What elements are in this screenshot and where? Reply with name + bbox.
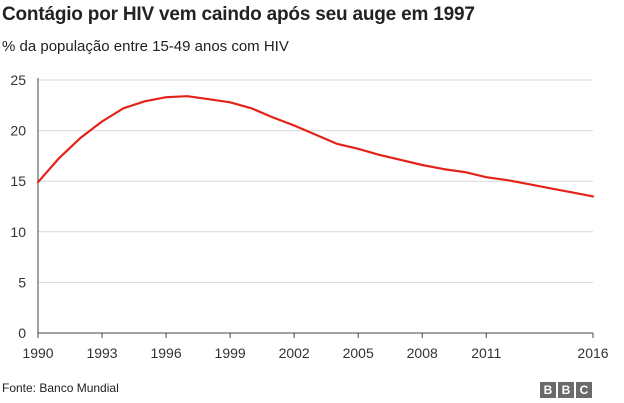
- bbc-logo: B B C: [540, 382, 592, 398]
- x-tick-label: 2008: [407, 345, 438, 361]
- series-layer: [36, 95, 595, 198]
- y-tick-label: 25: [10, 72, 26, 88]
- y-tick-label: 0: [18, 325, 26, 341]
- x-tick-label: 2002: [279, 345, 310, 361]
- chart-title: Contágio por HIV vem caindo após seu aug…: [2, 4, 475, 25]
- x-tick-label: 1999: [215, 345, 246, 361]
- y-tick-label: 10: [10, 224, 26, 240]
- y-tick-label: 15: [10, 173, 26, 189]
- axes: [37, 78, 593, 334]
- x-tick-label: 1996: [150, 345, 181, 361]
- x-tick-label: 2005: [343, 345, 374, 361]
- x-axis-ticks: 1990 1993 1996 1999 2002 2005 2008 2011 2016: [22, 333, 609, 361]
- source-note: Fonte: Banco Mundial: [2, 381, 119, 395]
- y-tick-label: 5: [18, 274, 26, 290]
- bbc-logo-letter: C: [576, 382, 592, 398]
- chart-subtitle: % da população entre 15-49 anos com HIV: [2, 38, 289, 55]
- x-tick-label: 1993: [86, 345, 117, 361]
- x-tick-label: 2016: [577, 345, 608, 361]
- x-tick-label: 2011: [471, 345, 501, 361]
- y-axis-ticks: 0 5 10 15 20 25: [10, 72, 26, 341]
- bbc-logo-letter: B: [540, 382, 556, 398]
- series-line: [36, 95, 595, 198]
- gridlines: [38, 79, 593, 283]
- y-tick-label: 20: [10, 123, 26, 139]
- x-tick-label: 1990: [22, 345, 53, 361]
- bbc-logo-letter: B: [558, 382, 574, 398]
